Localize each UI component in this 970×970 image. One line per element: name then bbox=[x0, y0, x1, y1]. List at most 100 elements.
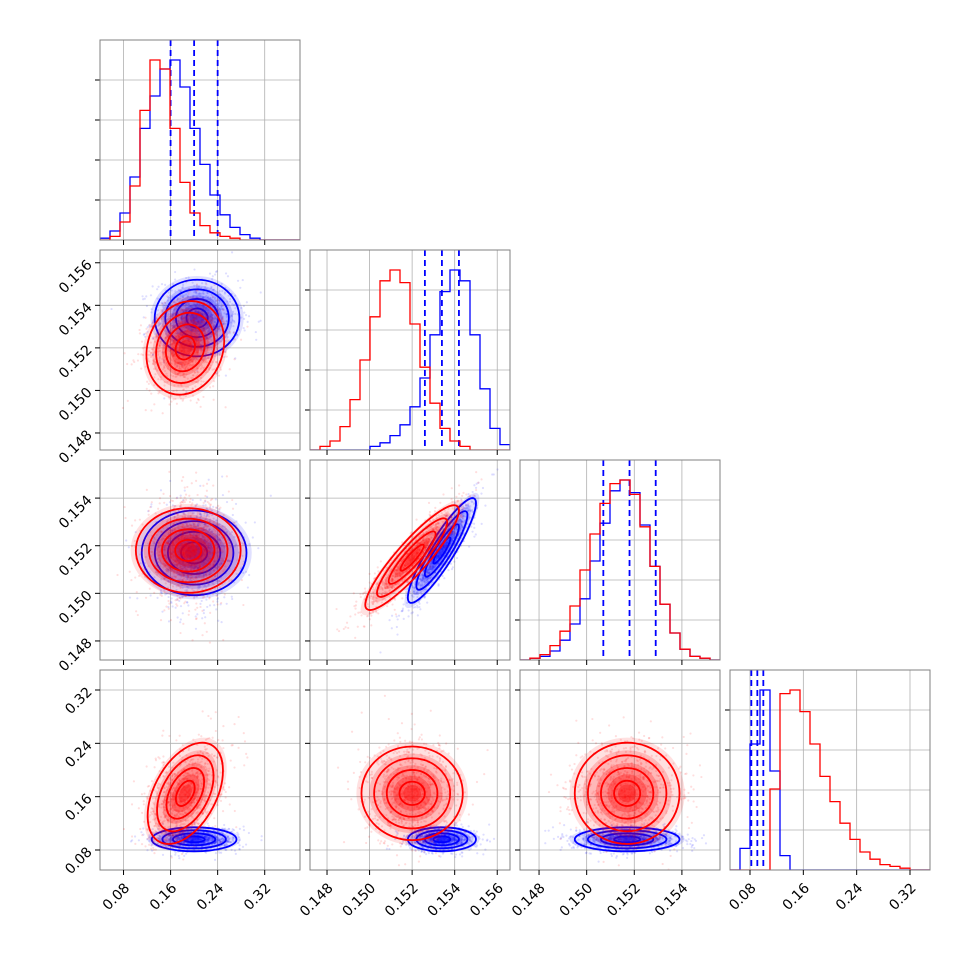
scatter-point bbox=[167, 313, 170, 316]
scatter-point bbox=[204, 523, 207, 526]
scatter-point bbox=[191, 281, 194, 284]
scatter-point bbox=[148, 587, 151, 590]
scatter-point bbox=[202, 540, 206, 543]
scatter-point bbox=[203, 360, 206, 363]
scatter-point bbox=[203, 332, 207, 335]
scatter-point bbox=[156, 558, 160, 561]
scatter-point bbox=[224, 350, 227, 353]
scatter-point bbox=[186, 295, 190, 298]
scatter-point bbox=[163, 365, 166, 369]
scatter-point bbox=[187, 553, 190, 557]
scatter-point bbox=[160, 363, 163, 366]
scatter-point bbox=[180, 365, 184, 369]
scatter-point bbox=[190, 349, 193, 352]
scatter-point bbox=[123, 505, 126, 509]
scatter-point bbox=[219, 554, 222, 557]
scatter-point bbox=[203, 542, 206, 545]
scatter-point bbox=[201, 536, 204, 539]
scatter-point bbox=[222, 308, 225, 311]
scatter-point bbox=[180, 322, 183, 325]
scatter-point bbox=[200, 538, 203, 541]
scatter-point bbox=[426, 601, 429, 604]
scatter-point bbox=[198, 334, 202, 337]
scatter-point bbox=[203, 320, 206, 323]
scatter-point bbox=[158, 355, 161, 359]
scatter-point bbox=[176, 571, 179, 574]
scatter-point bbox=[187, 515, 190, 518]
scatter-point bbox=[173, 528, 176, 531]
scatter-point bbox=[151, 362, 155, 366]
scatter-point bbox=[190, 482, 193, 485]
scatter-point bbox=[191, 511, 194, 515]
scatter-point bbox=[183, 327, 186, 330]
scatter-point bbox=[232, 331, 235, 334]
scatter-point bbox=[161, 412, 164, 415]
scatter-point bbox=[206, 549, 209, 552]
scatter-point bbox=[154, 552, 157, 555]
scatter-point bbox=[180, 362, 183, 365]
scatter-point bbox=[176, 349, 179, 352]
scatter-point bbox=[427, 501, 431, 504]
scatter-point bbox=[201, 529, 204, 532]
scatter-point bbox=[163, 364, 166, 367]
scatter-point bbox=[193, 371, 197, 374]
scatter-point bbox=[204, 551, 207, 554]
scatter-point bbox=[196, 343, 199, 346]
scatter-point bbox=[180, 321, 183, 324]
scatter-point bbox=[169, 531, 172, 534]
scatter-point bbox=[161, 519, 164, 522]
scatter-point bbox=[198, 337, 202, 340]
scatter-point bbox=[199, 321, 203, 324]
scatter-point bbox=[182, 577, 186, 580]
scatter-point bbox=[218, 563, 221, 567]
scatter-point bbox=[207, 478, 210, 481]
scatter-point bbox=[189, 358, 192, 361]
scatter-point bbox=[209, 504, 212, 507]
scatter-point bbox=[202, 359, 205, 362]
scatter-point bbox=[153, 360, 157, 364]
scatter-point bbox=[199, 585, 202, 589]
scatter-point bbox=[206, 605, 209, 609]
scatter-point bbox=[149, 341, 152, 344]
scatter-point bbox=[136, 597, 139, 600]
scatter-point bbox=[208, 641, 212, 644]
scatter-point bbox=[169, 322, 173, 325]
scatter-point bbox=[211, 316, 214, 319]
scatter-point bbox=[177, 537, 180, 541]
scatter-point bbox=[171, 499, 174, 503]
scatter-point bbox=[191, 369, 194, 372]
scatter-point bbox=[202, 321, 205, 325]
scatter-point bbox=[195, 547, 198, 550]
scatter-point bbox=[206, 500, 209, 504]
scatter-point bbox=[194, 310, 197, 313]
scatter-point bbox=[196, 571, 199, 574]
scatter-point bbox=[207, 326, 211, 330]
scatter-point bbox=[189, 359, 192, 362]
scatter-point bbox=[481, 486, 485, 490]
scatter-point bbox=[203, 307, 206, 310]
scatter-point bbox=[206, 296, 210, 299]
scatter-point bbox=[175, 364, 179, 367]
scatter-point bbox=[195, 527, 198, 530]
scatter-point bbox=[155, 334, 158, 337]
scatter-point bbox=[208, 329, 211, 333]
scatter-point bbox=[181, 317, 185, 320]
scatter-point bbox=[175, 375, 178, 378]
scatter-point bbox=[163, 591, 166, 594]
scatter-point bbox=[172, 346, 175, 349]
scatter-point bbox=[207, 356, 210, 360]
scatter-point bbox=[195, 316, 198, 319]
scatter-point bbox=[419, 608, 422, 611]
scatter-point bbox=[195, 358, 198, 361]
scatter-point bbox=[184, 543, 187, 546]
scatter-point bbox=[192, 329, 195, 332]
scatter-point bbox=[159, 489, 163, 492]
scatter-point bbox=[153, 403, 156, 406]
scatter-point bbox=[200, 380, 203, 383]
scatter-point bbox=[199, 344, 203, 348]
scatter-point bbox=[150, 354, 154, 357]
scatter-point bbox=[195, 380, 198, 384]
scatter-point bbox=[173, 361, 176, 364]
scatter-point bbox=[233, 535, 236, 539]
scatter-point bbox=[179, 307, 182, 310]
